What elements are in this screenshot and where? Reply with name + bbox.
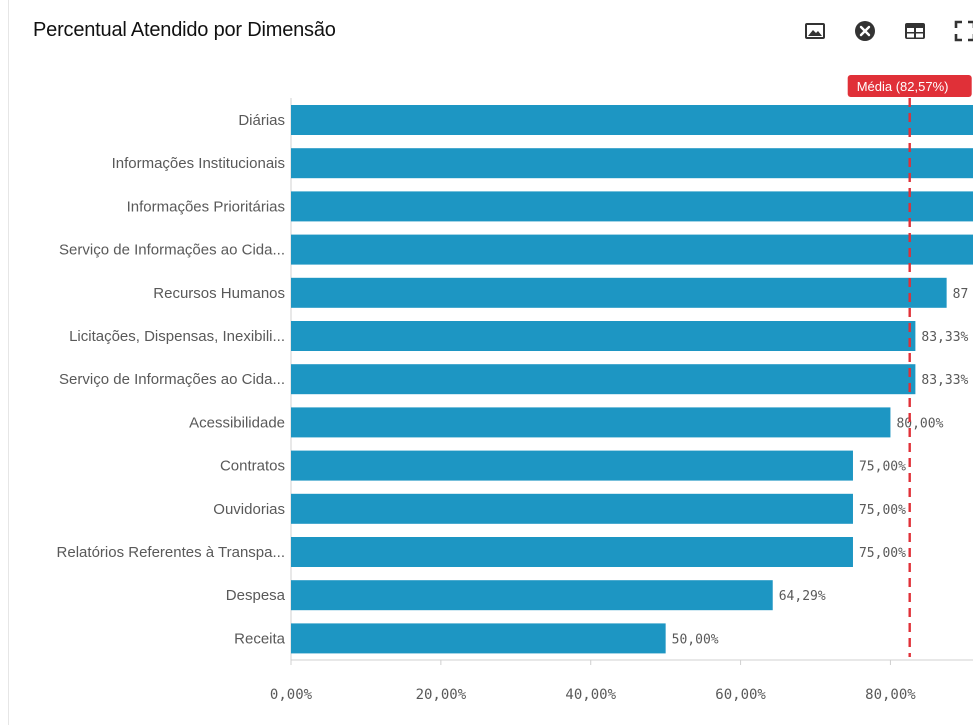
data-label: 64,29% — [779, 589, 826, 604]
reference-badge — [847, 75, 972, 97]
reference-label: Média (82,57%) — [857, 79, 949, 94]
data-label: 75,00% — [859, 546, 906, 561]
data-label: 87 — [953, 287, 969, 302]
data-label: 75,00% — [859, 503, 906, 518]
bar[interactable] — [291, 277, 947, 308]
bar[interactable] — [291, 623, 666, 654]
category-label: Serviço de Informações ao Cida... — [59, 371, 285, 388]
category-label: Informações Prioritárias — [127, 198, 285, 215]
bar[interactable] — [291, 191, 973, 222]
bar[interactable] — [291, 148, 973, 179]
bar[interactable] — [291, 493, 853, 524]
bar[interactable] — [291, 364, 916, 395]
bar[interactable] — [291, 321, 916, 351]
image-icon — [805, 23, 825, 39]
bar[interactable] — [291, 580, 773, 611]
category-label: Ouvidorias — [213, 501, 285, 518]
chart-toolbar — [801, 17, 973, 45]
bar[interactable] — [291, 450, 853, 481]
bar[interactable] — [291, 105, 973, 135]
chart-title: Percentual Atendido por Dimensão — [33, 19, 336, 41]
bar[interactable] — [291, 234, 973, 265]
table-icon — [905, 23, 925, 39]
category-label: Receita — [234, 630, 286, 647]
data-label: 83,33% — [921, 330, 968, 345]
data-label: 75,00% — [859, 460, 906, 475]
category-label: Acessibilidade — [189, 414, 285, 431]
data-label: 50,00% — [672, 632, 719, 647]
bar[interactable] — [291, 407, 891, 438]
bar[interactable] — [291, 537, 853, 567]
category-label: Informações Institucionais — [112, 155, 285, 172]
data-label: 80,00% — [896, 416, 943, 431]
x-tick-label: 20,00% — [416, 687, 467, 703]
close-button[interactable] — [851, 17, 879, 45]
category-label: Despesa — [226, 587, 286, 604]
data-table-button[interactable] — [901, 17, 929, 45]
image-export-button[interactable] — [801, 17, 829, 45]
fullscreen-icon — [954, 20, 973, 42]
x-tick-label: 40,00% — [565, 687, 616, 703]
x-tick-label: 0,00% — [270, 687, 313, 703]
x-tick-label: 60,00% — [715, 687, 766, 703]
category-label: Licitações, Dispensas, Inexibili... — [69, 328, 285, 345]
category-label: Diárias — [238, 112, 285, 129]
category-label: Serviço de Informações ao Cida... — [59, 242, 285, 259]
category-label: Recursos Humanos — [153, 285, 285, 302]
category-label: Relatórios Referentes à Transpa... — [57, 544, 285, 561]
fullscreen-button[interactable] — [951, 17, 973, 45]
close-circle-icon — [855, 21, 875, 41]
category-label: Contratos — [220, 458, 285, 475]
x-tick-label: 80,00% — [865, 687, 916, 703]
data-label: 83,33% — [921, 373, 968, 388]
